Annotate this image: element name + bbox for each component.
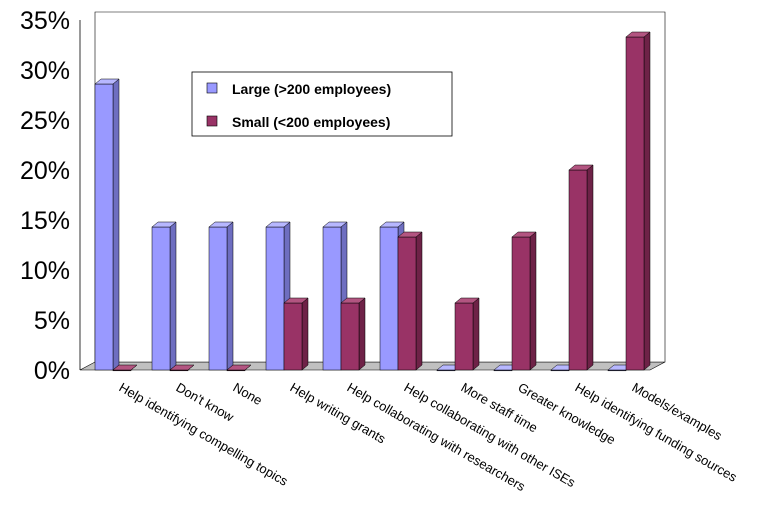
bar bbox=[625, 31, 651, 371]
y-tick-label: 10% bbox=[20, 257, 70, 285]
x-tick-label: Greater knowledge bbox=[516, 380, 619, 448]
bar bbox=[226, 364, 252, 372]
y-axis: 0% 5% 10% 15% 20% 25% 30% 35% bbox=[20, 7, 70, 385]
bar-side bbox=[415, 231, 423, 371]
x-tick-label: Help writing grants bbox=[288, 380, 389, 447]
bar-side bbox=[358, 297, 366, 371]
bar-side bbox=[529, 231, 537, 371]
bar bbox=[151, 221, 177, 371]
y-tick-label: 30% bbox=[20, 57, 70, 85]
bar-top bbox=[208, 221, 234, 228]
bar-side bbox=[472, 297, 480, 371]
bar-top bbox=[511, 231, 537, 238]
y-tick-label: 35% bbox=[20, 7, 70, 35]
bar-top bbox=[340, 297, 366, 304]
bar-top bbox=[283, 297, 309, 304]
bar-top bbox=[397, 231, 423, 238]
legend-box bbox=[191, 71, 453, 137]
bar bbox=[340, 297, 366, 371]
bar-front bbox=[208, 226, 228, 371]
bar-front bbox=[454, 302, 474, 371]
bar-top bbox=[226, 364, 252, 371]
bar bbox=[283, 297, 309, 371]
bar-top bbox=[625, 31, 651, 38]
bar-front bbox=[397, 236, 417, 371]
legend-label-small: Small (<200 employees) bbox=[232, 114, 390, 130]
bar-top bbox=[94, 78, 120, 85]
bar-front bbox=[379, 226, 399, 371]
y-tick-label: 0% bbox=[34, 357, 70, 385]
bar-top bbox=[568, 164, 594, 171]
bar-top bbox=[322, 221, 348, 228]
bar-side bbox=[169, 221, 177, 371]
x-axis: Help identifying compelling topicsDon't … bbox=[117, 380, 741, 495]
legend-label-large: Large (>200 employees) bbox=[232, 81, 391, 97]
bar-front bbox=[322, 226, 342, 371]
bar bbox=[112, 364, 138, 372]
bar-side bbox=[586, 164, 594, 371]
bar-top bbox=[454, 297, 480, 304]
bar bbox=[94, 78, 120, 371]
bar bbox=[511, 231, 537, 371]
x-tick-label: None bbox=[231, 380, 265, 409]
bar-side bbox=[643, 31, 651, 371]
bar-top bbox=[169, 364, 195, 371]
y-tick-label: 25% bbox=[20, 107, 70, 135]
bar-top bbox=[112, 364, 138, 371]
bars bbox=[94, 31, 651, 372]
bar-top bbox=[379, 221, 405, 228]
bar-front bbox=[151, 226, 171, 371]
bar bbox=[568, 164, 594, 371]
bar-front bbox=[511, 236, 531, 371]
y-tick-label: 5% bbox=[34, 307, 70, 335]
y-tick-label: 20% bbox=[20, 157, 70, 185]
y-tick-label: 15% bbox=[20, 207, 70, 235]
bar-front bbox=[625, 36, 645, 371]
bar-front bbox=[340, 302, 360, 371]
bar-top bbox=[265, 221, 291, 228]
bar bbox=[454, 297, 480, 371]
legend-swatch-large bbox=[206, 82, 218, 94]
bar bbox=[208, 221, 234, 371]
bar-front bbox=[568, 169, 588, 371]
bar-front bbox=[283, 302, 303, 371]
x-tick-label: Models/examples bbox=[630, 380, 726, 444]
bar-side bbox=[226, 221, 234, 371]
bar-front bbox=[265, 226, 285, 371]
bar-side bbox=[112, 78, 120, 371]
bar-side bbox=[301, 297, 309, 371]
bar bbox=[169, 364, 195, 372]
legend: Large (>200 employees) Small (<200 emplo… bbox=[191, 71, 453, 137]
legend-swatch-small bbox=[206, 115, 218, 127]
bar-front bbox=[94, 83, 114, 371]
bar bbox=[397, 231, 423, 371]
bar-top bbox=[151, 221, 177, 228]
